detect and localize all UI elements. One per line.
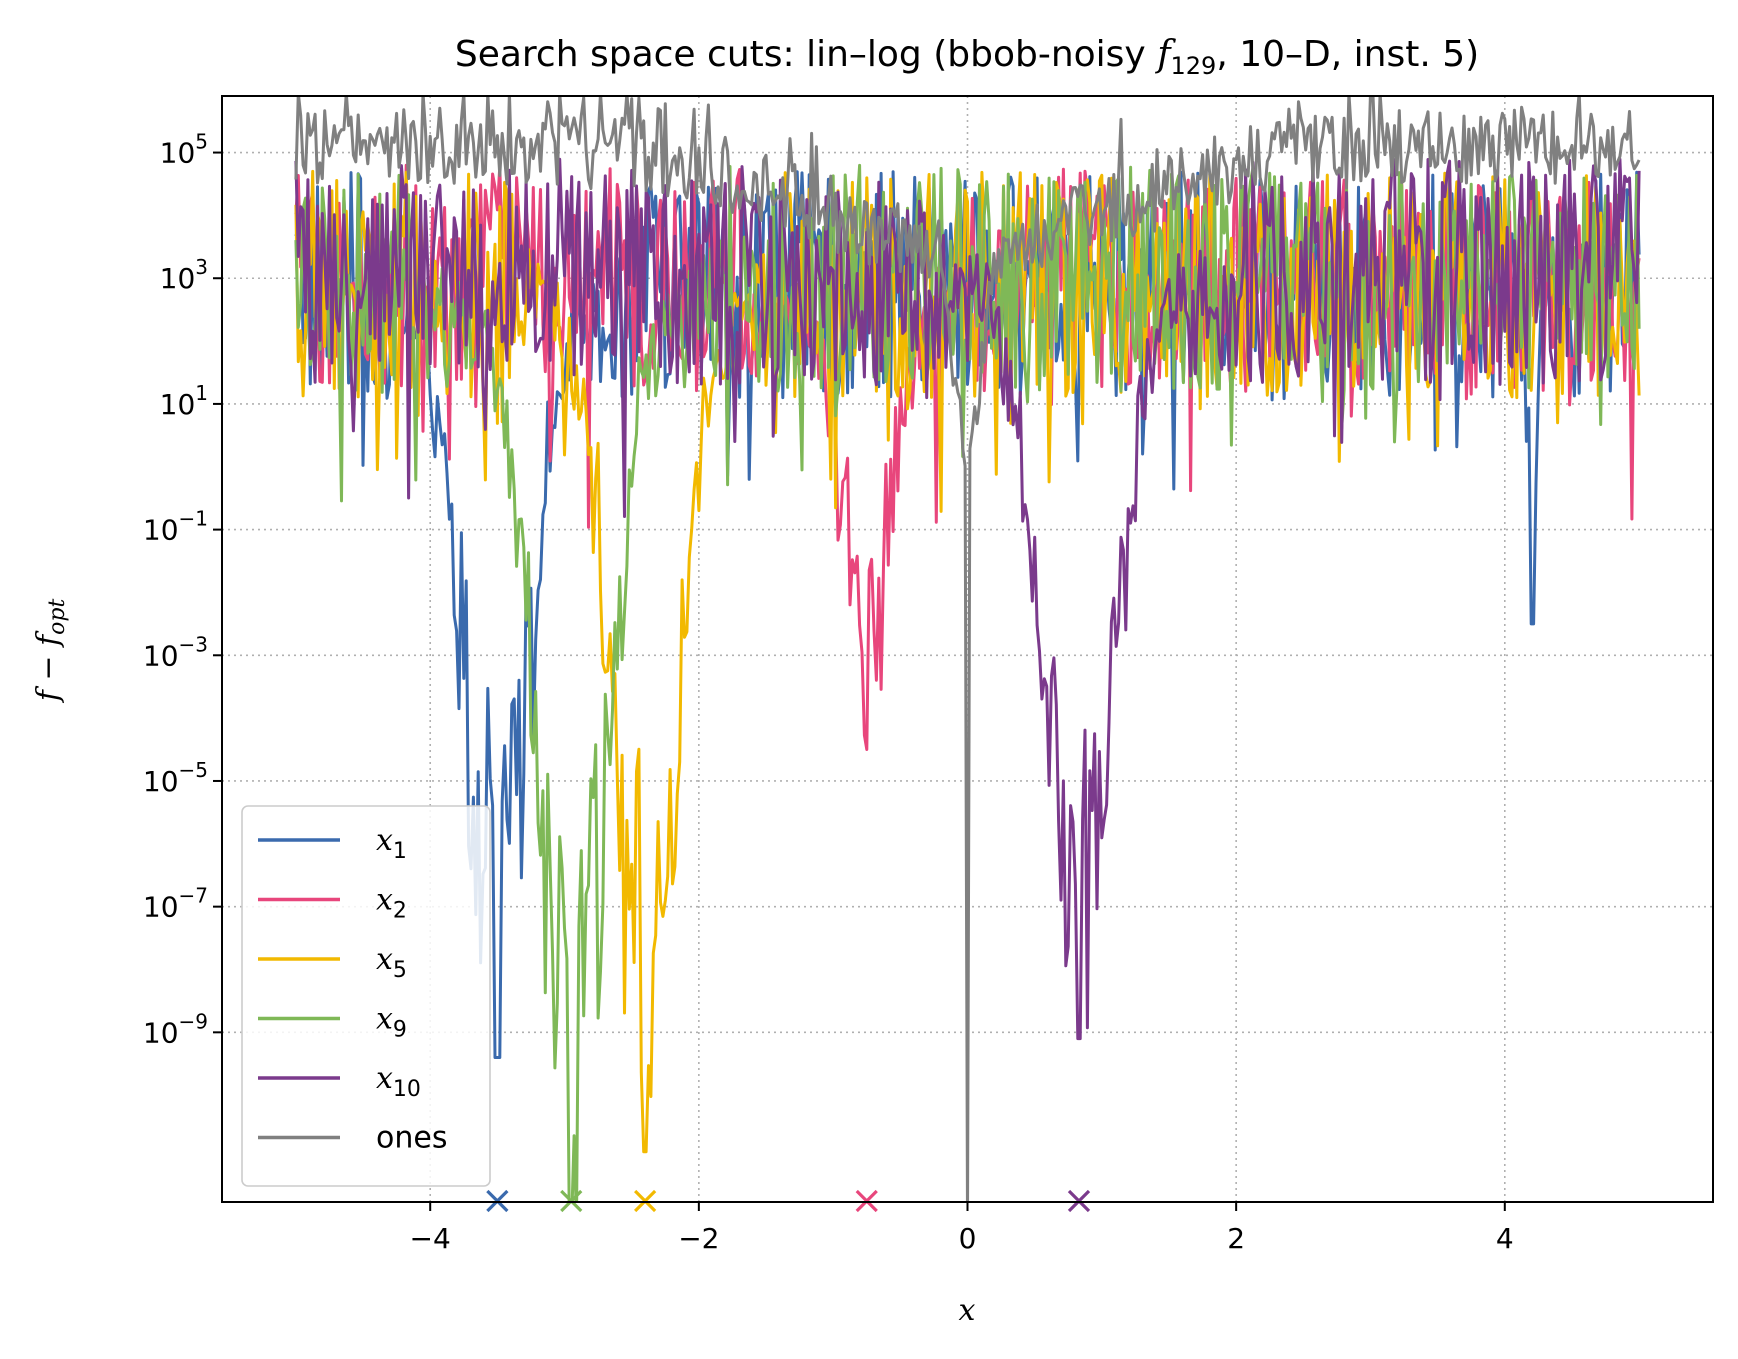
y-tick-label: 101 xyxy=(160,381,208,421)
x-axis-label: x xyxy=(959,1293,976,1328)
legend-label: x5 xyxy=(376,942,407,983)
y-tick-label: 10−9 xyxy=(143,1009,208,1049)
x-tick-label: −2 xyxy=(678,1222,719,1255)
y-tick-label: 105 xyxy=(160,130,208,170)
y-axis-label: f − fopt xyxy=(31,599,70,704)
y-tick-label: 10−1 xyxy=(143,507,208,547)
x-tick-label: 2 xyxy=(1227,1222,1245,1255)
chart-title: Search space cuts: lin–log (bbob-noisy f… xyxy=(455,34,1479,80)
series-line-x10 xyxy=(294,157,1641,1041)
x-tick-label: 4 xyxy=(1496,1222,1514,1255)
y-tick-label: 10−7 xyxy=(143,884,208,924)
series-lines xyxy=(294,96,1641,1202)
legend-label: ones xyxy=(376,1121,447,1156)
series-line-ones xyxy=(294,96,1641,1202)
legend-label: x10 xyxy=(376,1061,421,1102)
y-tick-label: 10−3 xyxy=(143,632,208,672)
y-tick-label: 103 xyxy=(160,255,208,295)
y-tick-label: 10−5 xyxy=(143,758,208,798)
legend-box xyxy=(241,805,491,1187)
legend: x1 x2 x5 x9 x10 ones xyxy=(241,805,491,1187)
y-axis-ticks: 105 103 101 10−1 10−3 10−5 10−7 10−9 xyxy=(143,130,222,1049)
x-tick-label: 0 xyxy=(959,1222,977,1255)
legend-label: x1 xyxy=(376,823,407,864)
legend-label: x2 xyxy=(376,883,407,924)
x-tick-label: −4 xyxy=(410,1222,451,1255)
x-axis-ticks: −4 −2 0 2 4 xyxy=(410,1202,1514,1255)
legend-label: x9 xyxy=(376,1002,407,1043)
